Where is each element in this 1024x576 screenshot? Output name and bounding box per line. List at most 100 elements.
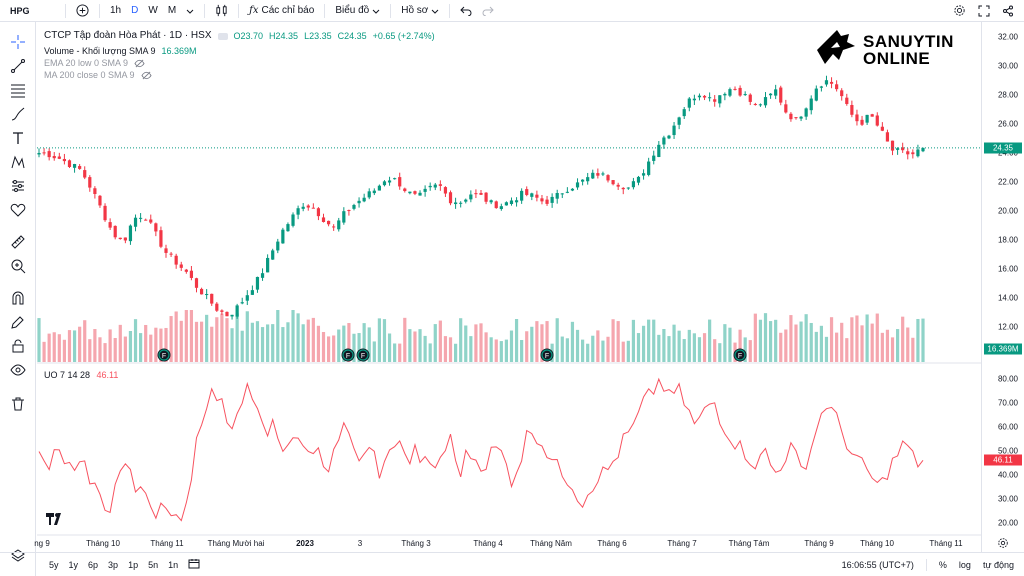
candle-body bbox=[753, 103, 757, 105]
candle-body bbox=[474, 193, 478, 195]
volume-bar bbox=[423, 335, 427, 362]
volume-bar bbox=[636, 333, 641, 362]
measure-tool[interactable] bbox=[8, 232, 28, 252]
indicators-button[interactable]: ƒx Các chỉ báo bbox=[244, 5, 319, 16]
undo-button[interactable] bbox=[455, 6, 477, 16]
volume-bar bbox=[616, 321, 620, 362]
volume-bar bbox=[332, 335, 336, 362]
candle-body bbox=[652, 155, 656, 161]
top-toolbar: HPG 1h D W M ƒx Các chỉ báo Biểu đồ Hồ s… bbox=[0, 0, 1024, 22]
candle-body bbox=[479, 192, 483, 195]
time-axis-label: Tháng 7 bbox=[667, 539, 697, 548]
fullscreen-icon[interactable] bbox=[978, 5, 990, 17]
chevron-down-icon bbox=[186, 9, 194, 14]
price-axis[interactable]: 32.0030.0028.0026.0024.0022.0020.0018.00… bbox=[981, 22, 1024, 552]
interval-dropdown[interactable] bbox=[181, 7, 199, 15]
volume-bar bbox=[901, 316, 905, 362]
time-axis[interactable]: ng 9 Tháng 10 Tháng 11 Tháng Mười hai 2023 3 T… bbox=[34, 535, 981, 551]
candle-body bbox=[133, 217, 138, 227]
candle-body bbox=[413, 191, 417, 194]
trendline-tool[interactable] bbox=[8, 56, 28, 76]
price-axis-label: 16.00 bbox=[997, 264, 1018, 274]
visibility-tool[interactable] bbox=[8, 360, 28, 380]
uo-value: 46.11 bbox=[96, 370, 119, 380]
gear-icon[interactable] bbox=[953, 4, 966, 17]
candle-body bbox=[586, 177, 590, 182]
last-price-tag: 24.35 bbox=[984, 142, 1022, 154]
range-5y[interactable]: 5y bbox=[49, 559, 59, 570]
candle-body bbox=[291, 214, 295, 226]
symbol-search[interactable]: HPG bbox=[10, 5, 30, 16]
lock-icon bbox=[12, 339, 24, 353]
candle-body bbox=[779, 87, 783, 103]
price-axis-label: 28.00 bbox=[997, 90, 1018, 100]
interval-1h[interactable]: 1h bbox=[110, 5, 122, 16]
interval-m[interactable]: M bbox=[167, 5, 177, 16]
range-3p[interactable]: 3p bbox=[108, 559, 119, 570]
redo-button[interactable] bbox=[477, 6, 499, 16]
share-icon[interactable] bbox=[1002, 5, 1014, 17]
percent-toggle[interactable]: % bbox=[938, 559, 947, 570]
volume-bar bbox=[575, 329, 580, 362]
volume-bar bbox=[768, 321, 773, 362]
bottom-right: 16:06:55 (UTC+7) % log tự động bbox=[841, 558, 1024, 571]
time-settings-icon[interactable] bbox=[997, 537, 1009, 549]
text-tool[interactable] bbox=[8, 128, 28, 148]
legend-collapse-button[interactable] bbox=[217, 32, 228, 40]
fib-tool[interactable] bbox=[8, 80, 28, 100]
eye-off-icon[interactable] bbox=[141, 71, 152, 80]
candle-body bbox=[113, 225, 117, 238]
profile-button[interactable]: Hồ sơ bbox=[396, 5, 444, 16]
eye-off-icon[interactable] bbox=[134, 59, 145, 68]
volume-bar bbox=[809, 322, 813, 362]
candle-body bbox=[921, 147, 925, 152]
interval-w[interactable]: W bbox=[148, 5, 158, 16]
magnet-tool[interactable] bbox=[8, 288, 28, 308]
favorites-tool[interactable] bbox=[8, 200, 28, 220]
candle-body bbox=[860, 119, 864, 125]
range-6p[interactable]: 6p bbox=[88, 559, 99, 570]
crosshair-tool[interactable] bbox=[8, 32, 28, 52]
brush-tool[interactable] bbox=[8, 104, 28, 124]
uo-axis-label: 50.00 bbox=[997, 446, 1018, 456]
volume-bar bbox=[37, 318, 41, 362]
range-1p[interactable]: 1p bbox=[128, 559, 139, 570]
add-symbol-button[interactable] bbox=[71, 4, 94, 17]
range-1y[interactable]: 1y bbox=[68, 559, 79, 570]
volume-bar bbox=[819, 325, 823, 362]
candle-body bbox=[199, 288, 204, 295]
goto-date-button[interactable] bbox=[183, 558, 205, 571]
range-1n[interactable]: 1n bbox=[168, 559, 179, 570]
heart-icon bbox=[10, 203, 26, 217]
brush-icon bbox=[11, 107, 25, 121]
logo-text: SANUYTIN ONLINE bbox=[863, 33, 954, 67]
auto-toggle[interactable]: tự động bbox=[982, 559, 1014, 570]
log-toggle[interactable]: log bbox=[958, 559, 971, 570]
range-5n[interactable]: 5n bbox=[148, 559, 159, 570]
time-axis-label: Tháng 4 bbox=[473, 539, 503, 548]
watermark-logo: SANUYTIN ONLINE bbox=[815, 28, 954, 72]
candle-body bbox=[606, 175, 610, 181]
legend-ma-row: MA 200 close 0 SMA 9 bbox=[44, 69, 435, 81]
profile-label: Hồ sơ bbox=[401, 5, 429, 16]
lock-drawing-tool[interactable] bbox=[8, 312, 28, 332]
interval-d[interactable]: D bbox=[131, 5, 139, 16]
lock-tool[interactable] bbox=[8, 336, 28, 356]
pattern-tool[interactable] bbox=[8, 152, 28, 172]
volume-bar bbox=[301, 324, 305, 362]
clock[interactable]: 16:06:55 (UTC+7) bbox=[841, 559, 914, 570]
forecast-tool[interactable] bbox=[8, 176, 28, 196]
candle-body bbox=[499, 206, 503, 210]
volume-bar bbox=[890, 337, 895, 362]
volume-bar bbox=[372, 341, 376, 362]
delete-tool[interactable] bbox=[8, 394, 28, 414]
candle-body bbox=[118, 237, 122, 240]
divider bbox=[238, 3, 240, 18]
volume-bar bbox=[469, 336, 473, 362]
candle-body bbox=[494, 201, 498, 209]
zoom-tool[interactable] bbox=[8, 256, 28, 276]
chart-type-button[interactable] bbox=[210, 4, 233, 17]
layout-button[interactable]: Biểu đồ bbox=[330, 5, 385, 16]
layout-label: Biểu đồ bbox=[335, 5, 370, 16]
